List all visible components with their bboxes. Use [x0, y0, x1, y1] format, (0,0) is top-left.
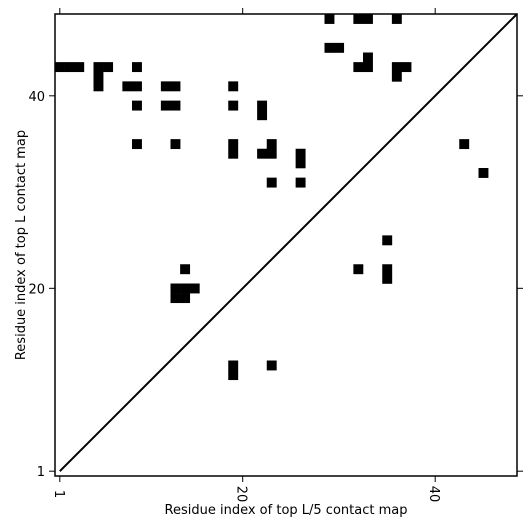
- contact-cell-lower-5: [180, 264, 191, 275]
- contact-cell-upper-1: [64, 62, 75, 73]
- contact-cell-upper-16: [170, 139, 181, 150]
- contact-cell-upper-44: [382, 273, 393, 284]
- contact-cell-upper-2: [74, 62, 85, 73]
- contact-cell-upper-31: [324, 42, 335, 53]
- contact-cell-upper-40: [401, 62, 412, 73]
- contact-cell-upper-35: [363, 52, 373, 63]
- contact-cell-upper-13: [170, 81, 181, 92]
- contact-cell-upper-11: [132, 139, 142, 150]
- contact-cell-lower-4: [189, 283, 200, 294]
- contact-cell-lower-7: [228, 360, 239, 371]
- contact-cell-upper-30: [324, 14, 335, 24]
- contact-cell-upper-22: [257, 110, 268, 121]
- y-tick-label-1: 1: [37, 465, 45, 480]
- y-tick-label-40: 40: [28, 90, 45, 105]
- y-tick-label-20: 20: [28, 282, 45, 297]
- x-tick-label-40: 40: [426, 486, 441, 503]
- contact-cell-upper-28: [295, 158, 306, 169]
- contact-cell-upper-42: [353, 264, 364, 275]
- y-axis-label: Residue index of top L contact map: [14, 130, 29, 360]
- contact-cell-upper-12: [160, 81, 171, 92]
- contact-cell-upper-4: [103, 62, 114, 73]
- contact-cell-upper-29: [295, 177, 306, 188]
- contact-cell-lower-0: [180, 293, 191, 304]
- contact-cell-upper-0: [55, 62, 65, 73]
- x-tick-label-1: 1: [51, 490, 66, 498]
- contact-cell-upper-34: [363, 14, 373, 24]
- contact-cell-lower-8: [266, 360, 277, 371]
- contact-cell-upper-23: [266, 139, 277, 150]
- axis-ticks: 1 20 40 1 20 40: [28, 8, 523, 502]
- contact-cell-upper-46: [459, 139, 470, 150]
- contact-cell-upper-8: [122, 81, 133, 92]
- contact-cell-upper-45: [382, 235, 393, 246]
- contact-cell-lower-2: [170, 283, 181, 294]
- contact-cell-upper-7: [132, 62, 142, 73]
- contact-cell-upper-24: [257, 148, 268, 159]
- contact-cell-upper-37: [353, 62, 364, 73]
- contact-cell-upper-14: [160, 100, 171, 111]
- contact-cell-upper-32: [334, 42, 345, 53]
- contact-cell-upper-33: [353, 14, 364, 24]
- plot-frame: [54, 13, 518, 477]
- contact-cell-upper-20: [228, 148, 239, 159]
- contact-cell-upper-27: [295, 148, 306, 159]
- contact-cell-upper-15: [170, 100, 181, 111]
- contact-cell-upper-36: [363, 62, 373, 73]
- contact-cell-upper-47: [478, 168, 489, 178]
- contact-cell-lower-1: [170, 293, 181, 304]
- contact-cell-upper-41: [391, 71, 402, 82]
- contact-cell-upper-17: [228, 81, 239, 92]
- contact-cell-upper-19: [228, 139, 239, 150]
- contact-cell-upper-9: [132, 81, 142, 92]
- contact-cell-upper-43: [382, 264, 393, 275]
- diagonal-line: [59, 13, 518, 472]
- contact-cell-upper-6: [93, 81, 104, 92]
- contact-cell-upper-5: [93, 71, 104, 82]
- contact-cell-upper-10: [132, 100, 142, 111]
- contact-cell-upper-39: [391, 62, 402, 73]
- contact-cell-upper-26: [266, 177, 277, 188]
- contact-cell-upper-38: [391, 14, 402, 24]
- x-axis-label: Residue index of top L/5 contact map: [165, 503, 408, 518]
- contact-cell-lower-3: [180, 283, 191, 294]
- x-tick-label-20: 20: [234, 486, 249, 503]
- contact-cell-lower-6: [228, 370, 239, 381]
- contact-cell-upper-25: [266, 148, 277, 159]
- contact-cell-upper-21: [257, 100, 268, 111]
- contact-cells: [55, 14, 489, 381]
- contact-cell-upper-18: [228, 100, 239, 111]
- contact-cell-upper-3: [93, 62, 104, 73]
